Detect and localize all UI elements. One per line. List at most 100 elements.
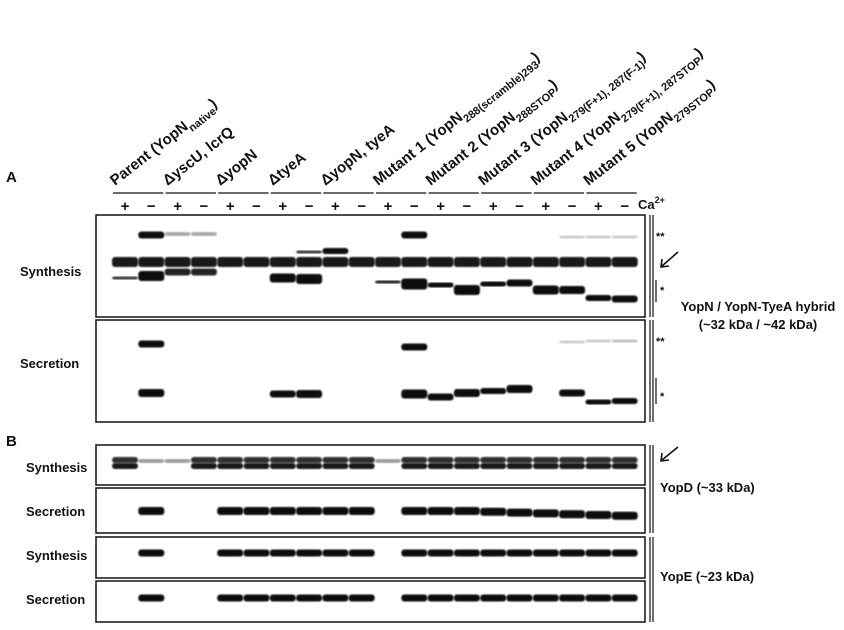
calcium-sign: − (200, 198, 209, 215)
blot-band (243, 463, 270, 469)
header-text: ΔyopN (212, 146, 261, 189)
calcium-sign: − (147, 198, 156, 215)
blot-band (296, 594, 323, 602)
blot-band (375, 257, 401, 267)
blot-band (427, 594, 454, 602)
row-label: Secretion (26, 592, 85, 607)
blot-band (480, 257, 507, 267)
marker: * (660, 391, 665, 403)
header-text: Mutant 1 (YopN (370, 109, 466, 189)
header-sub: 279STOP (672, 86, 717, 125)
blot-band (401, 457, 428, 463)
blot-band (506, 279, 533, 287)
blot-band (401, 507, 428, 515)
blot-band (480, 594, 507, 602)
blot-band (296, 257, 323, 267)
blot-band (296, 549, 323, 557)
blot-band (138, 389, 165, 397)
blot-band (269, 463, 296, 469)
blot-band (296, 463, 323, 469)
blot-band (296, 274, 323, 284)
protein-label: (~32 kDa / ~42 kDa) (699, 317, 818, 332)
blot-band (217, 594, 244, 602)
calcium-sign: − (620, 198, 629, 215)
blot-band (322, 507, 349, 515)
blot-band (585, 511, 612, 519)
calcium-sign: − (568, 198, 577, 215)
blot-band (401, 278, 428, 290)
protein-label: YopE (~23 kDa) (660, 569, 754, 584)
calcium-sign: + (594, 198, 603, 215)
blot-band (164, 459, 191, 463)
calcium-sign: − (463, 198, 472, 215)
blot-band (296, 250, 323, 254)
blot-band (585, 549, 612, 557)
calcium-sign: + (331, 198, 340, 215)
column-header: ΔtyeA (265, 149, 310, 189)
blot-band (217, 549, 244, 557)
blot-band (506, 508, 533, 517)
marker: ** (656, 336, 665, 348)
blot-band (375, 280, 401, 284)
blot-band (506, 549, 533, 557)
annotation-lines (649, 215, 679, 622)
blot-band (585, 235, 612, 239)
blot-band (585, 457, 612, 463)
blot-band (190, 463, 217, 469)
blot-band (427, 457, 454, 463)
blot-band (138, 507, 165, 515)
blot-band (217, 507, 244, 515)
blot-band (269, 273, 296, 283)
blot-band (322, 594, 349, 602)
blot-band (138, 271, 165, 281)
blot-band (164, 232, 191, 236)
blot-band (190, 232, 217, 236)
blot-band (611, 339, 638, 343)
blot-band (532, 463, 559, 469)
blot-band (611, 594, 638, 602)
blot-band (480, 281, 507, 287)
blot-band (506, 594, 533, 602)
blot-band (296, 457, 323, 463)
blot-band (322, 457, 349, 463)
blot-band (401, 549, 428, 557)
calcium-sign: + (436, 198, 445, 215)
row-label: Synthesis (26, 460, 87, 475)
ca-text: Ca (638, 197, 655, 212)
blot-band (480, 549, 507, 557)
blot-band (348, 457, 375, 463)
calcium-sign: − (515, 198, 524, 215)
blot-band (611, 295, 638, 303)
blot-band (585, 257, 612, 267)
panel-label: B (6, 433, 17, 450)
blot-band (532, 509, 559, 518)
calcium-sign: + (489, 198, 498, 215)
blot-band (559, 340, 586, 344)
blot-band (296, 507, 323, 515)
blot-band (296, 390, 323, 398)
panel-label: A (6, 169, 17, 186)
blot-panel (95, 536, 646, 579)
blot-band (453, 507, 480, 515)
blot-band (506, 385, 533, 393)
blot-band (506, 463, 533, 469)
blot-band (611, 511, 638, 520)
protein-label: YopD (~33 kDa) (660, 480, 755, 495)
calcium-sign: − (357, 198, 366, 215)
marker: * (660, 285, 665, 297)
blot-band (401, 257, 428, 267)
blot-band (427, 463, 454, 469)
blot-band (585, 399, 612, 405)
blot-band (243, 594, 270, 602)
blot-band (453, 594, 480, 602)
blot-band (559, 389, 586, 397)
blot-band (453, 389, 480, 397)
blot-band (322, 248, 349, 254)
blot-band (138, 594, 165, 602)
blot-band (190, 257, 217, 267)
calcium-label: Ca2+ (638, 195, 665, 212)
blot-band (506, 257, 533, 267)
row-label: Secretion (26, 504, 85, 519)
blot-band (348, 549, 375, 557)
blot-band (243, 257, 270, 267)
